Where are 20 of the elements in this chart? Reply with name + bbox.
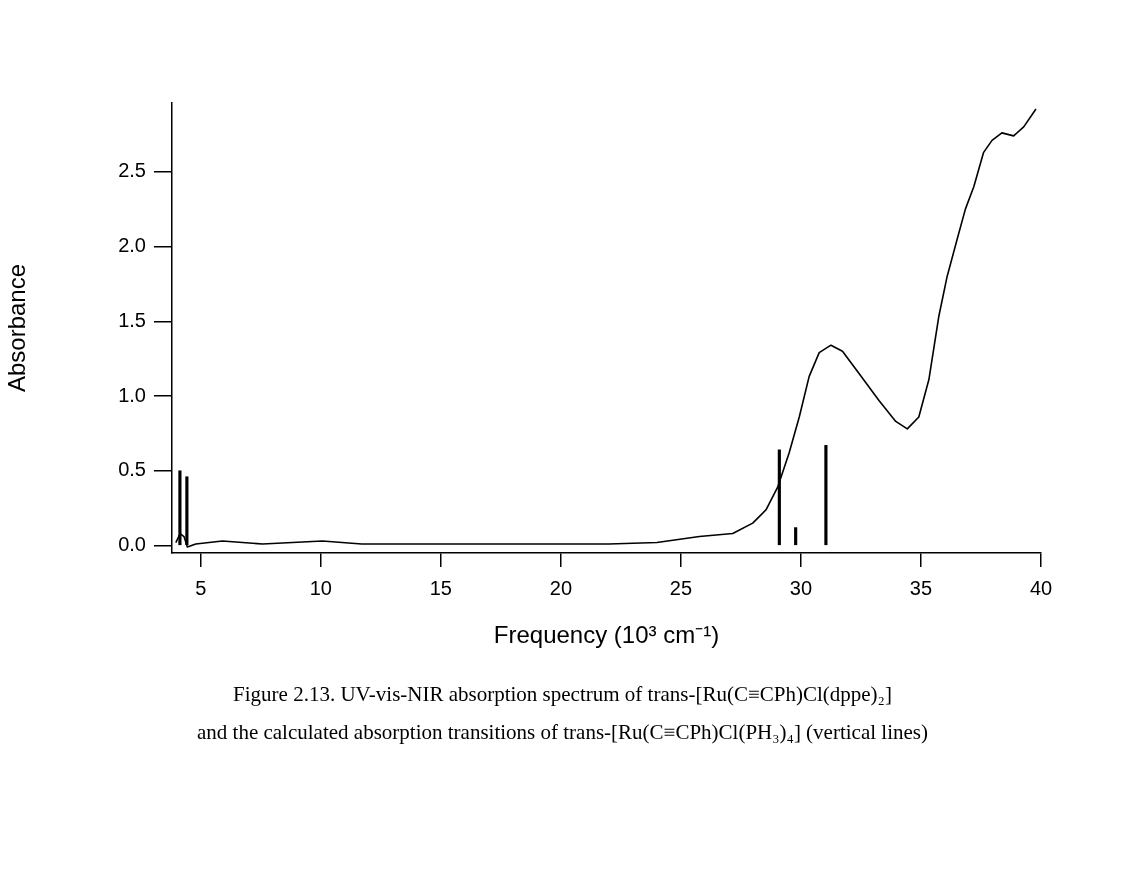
y-tick-label: 0.0 <box>118 533 146 556</box>
x-tick-label: 40 <box>1029 576 1053 599</box>
bar <box>824 445 828 546</box>
x-tick-label: 5 <box>195 576 207 599</box>
y-tick-label: 0.5 <box>118 458 146 481</box>
y-tick-label: 2.0 <box>118 234 146 257</box>
text: and the calculated absorption transitions of trans-[Ru(C≡CPh)Cl(PH₃)₄] (vertical lines) <box>196 719 929 746</box>
y-tick-label: 1.0 <box>118 383 146 406</box>
x-tick-label: 30 <box>789 576 813 599</box>
bar <box>794 527 798 546</box>
x-tick-label: 10 <box>309 576 332 599</box>
y-tick-label: 1.5 <box>118 308 146 331</box>
x-axis-title: Frequency (10³ cm⁻¹) <box>493 621 720 649</box>
x-tick-label: 35 <box>909 576 933 599</box>
x-tick-label: 15 <box>429 576 452 599</box>
y-axis-title: Absorbance <box>3 263 31 393</box>
x-tick-label: 20 <box>549 576 573 599</box>
y-tick-label: 2.5 <box>118 159 146 182</box>
caption: Figure 2.13. UV-vis-NIR absorption spectrum of trans-[Ru(C≡CPh)Cl(dppe)₂] <box>232 681 893 708</box>
x-tick-label: 25 <box>669 576 693 599</box>
